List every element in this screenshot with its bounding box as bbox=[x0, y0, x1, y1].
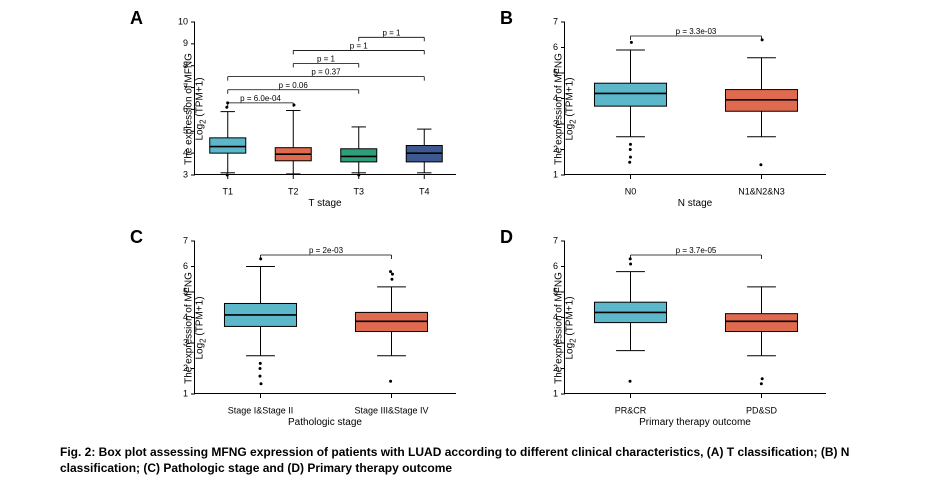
outlier-point bbox=[390, 278, 393, 281]
x-tick-label: PD&SD bbox=[746, 405, 778, 415]
panel-letter: D bbox=[500, 227, 513, 248]
x-tick-label: N1&N2&N3 bbox=[738, 186, 785, 196]
y-tick-label: 4 bbox=[553, 312, 558, 322]
y-tick-label: 10 bbox=[178, 16, 188, 26]
y-tick-label: 1 bbox=[553, 169, 558, 179]
y-tick-label: 7 bbox=[183, 82, 188, 92]
plot-area: 1234567N0N1&N2&N3p = 3.3e-03 bbox=[564, 22, 826, 175]
x-axis-label: Pathologic stage bbox=[194, 417, 456, 428]
pvalue-label: p = 0.37 bbox=[311, 68, 341, 77]
outlier-point bbox=[258, 375, 261, 378]
pvalue-label: p = 1 bbox=[382, 28, 401, 37]
y-tick-label: 8 bbox=[183, 60, 188, 70]
y-tick-label: 2 bbox=[183, 363, 188, 373]
panel-letter: A bbox=[130, 8, 143, 29]
panel-a: AThe expression of MFNGLog2 (TPM+1)T sta… bbox=[130, 8, 460, 209]
caption-bold: Fig. 2: Box plot assessing MFNG expressi… bbox=[60, 445, 849, 475]
y-tick-label: 1 bbox=[553, 388, 558, 398]
outlier-point bbox=[760, 382, 763, 385]
pvalue-label: p = 0.06 bbox=[279, 81, 309, 90]
plot-area: 1234567Stage I&Stage IIStage III&Stage I… bbox=[194, 241, 456, 394]
plot-area: 345678910T1T2T3T4p = 6.0e-04p = 0.06p = … bbox=[194, 22, 456, 175]
outlier-point bbox=[391, 273, 394, 276]
y-tick-label: 6 bbox=[553, 42, 558, 52]
pvalue-label: p = 3.3e-03 bbox=[676, 27, 717, 36]
y-tick-label: 4 bbox=[183, 312, 188, 322]
outlier-point bbox=[357, 174, 360, 177]
pvalue-label: p = 3.7e-05 bbox=[676, 246, 717, 255]
outlier-point bbox=[629, 380, 632, 383]
outlier-point bbox=[389, 270, 392, 273]
panel-d: DThe expression of MFNGLog2 (TPM+1)Prima… bbox=[500, 227, 830, 428]
outlier-point bbox=[226, 174, 229, 177]
y-tick-label: 2 bbox=[553, 144, 558, 154]
box bbox=[725, 314, 797, 332]
y-tick-label: 7 bbox=[553, 235, 558, 245]
box bbox=[210, 138, 246, 153]
outlier-point bbox=[629, 156, 632, 159]
outlier-point bbox=[259, 382, 262, 385]
panel-letter: B bbox=[500, 8, 513, 29]
figure-caption: Fig. 2: Box plot assessing MFNG expressi… bbox=[60, 444, 892, 476]
y-tick-label: 3 bbox=[183, 337, 188, 347]
outlier-point bbox=[389, 380, 392, 383]
box bbox=[341, 149, 377, 162]
outlier-point bbox=[761, 38, 764, 41]
y-tick-label: 3 bbox=[183, 169, 188, 179]
outlier-point bbox=[259, 367, 262, 370]
x-tick-label: T4 bbox=[419, 186, 430, 196]
y-tick-label: 5 bbox=[183, 286, 188, 296]
outlier-point bbox=[629, 262, 632, 265]
x-tick-label: Stage I&Stage II bbox=[228, 405, 294, 415]
y-tick-label: 6 bbox=[183, 104, 188, 114]
x-axis-label: T stage bbox=[194, 198, 456, 209]
pvalue-label: p = 1 bbox=[317, 55, 336, 64]
x-tick-label: Stage III&Stage IV bbox=[354, 405, 428, 415]
pvalue-label: p = 1 bbox=[350, 41, 369, 50]
outlier-point bbox=[629, 143, 632, 146]
panel-c: CThe expression of MFNGLog2 (TPM+1)Patho… bbox=[130, 227, 460, 428]
y-tick-label: 5 bbox=[553, 67, 558, 77]
y-tick-label: 6 bbox=[553, 261, 558, 271]
x-tick-label: T3 bbox=[353, 186, 364, 196]
pvalue-label: p = 6.0e-04 bbox=[240, 94, 281, 103]
x-tick-label: T2 bbox=[288, 186, 299, 196]
outlier-point bbox=[629, 148, 632, 151]
x-tick-label: N0 bbox=[625, 186, 637, 196]
panel-letter: C bbox=[130, 227, 143, 248]
x-tick-label: T1 bbox=[222, 186, 233, 196]
x-tick-label: PR&CR bbox=[615, 405, 647, 415]
y-tick-label: 6 bbox=[183, 261, 188, 271]
outlier-point bbox=[630, 41, 633, 44]
y-tick-label: 7 bbox=[183, 235, 188, 245]
y-tick-label: 4 bbox=[183, 148, 188, 158]
outlier-point bbox=[761, 377, 764, 380]
y-tick-label: 5 bbox=[553, 286, 558, 296]
plot-area: 1234567PR&CRPD&SDp = 3.7e-05 bbox=[564, 241, 826, 394]
pvalue-label: p = 2e-03 bbox=[309, 246, 344, 255]
y-tick-label: 2 bbox=[553, 363, 558, 373]
y-tick-label: 7 bbox=[553, 16, 558, 26]
y-tick-label: 4 bbox=[553, 93, 558, 103]
y-tick-label: 5 bbox=[183, 126, 188, 136]
y-tick-label: 3 bbox=[553, 118, 558, 128]
x-axis-label: N stage bbox=[564, 198, 826, 209]
outlier-point bbox=[759, 163, 762, 166]
outlier-point bbox=[628, 161, 631, 164]
figure-grid: AThe expression of MFNGLog2 (TPM+1)T sta… bbox=[130, 8, 830, 428]
box bbox=[594, 83, 666, 106]
outlier-point bbox=[259, 362, 262, 365]
panel-b: BThe expression of MFNGLog2 (TPM+1)N sta… bbox=[500, 8, 830, 209]
x-axis-label: Primary therapy outcome bbox=[564, 417, 826, 428]
y-tick-label: 3 bbox=[553, 337, 558, 347]
y-tick-label: 1 bbox=[183, 388, 188, 398]
y-tick-label: 9 bbox=[183, 38, 188, 48]
